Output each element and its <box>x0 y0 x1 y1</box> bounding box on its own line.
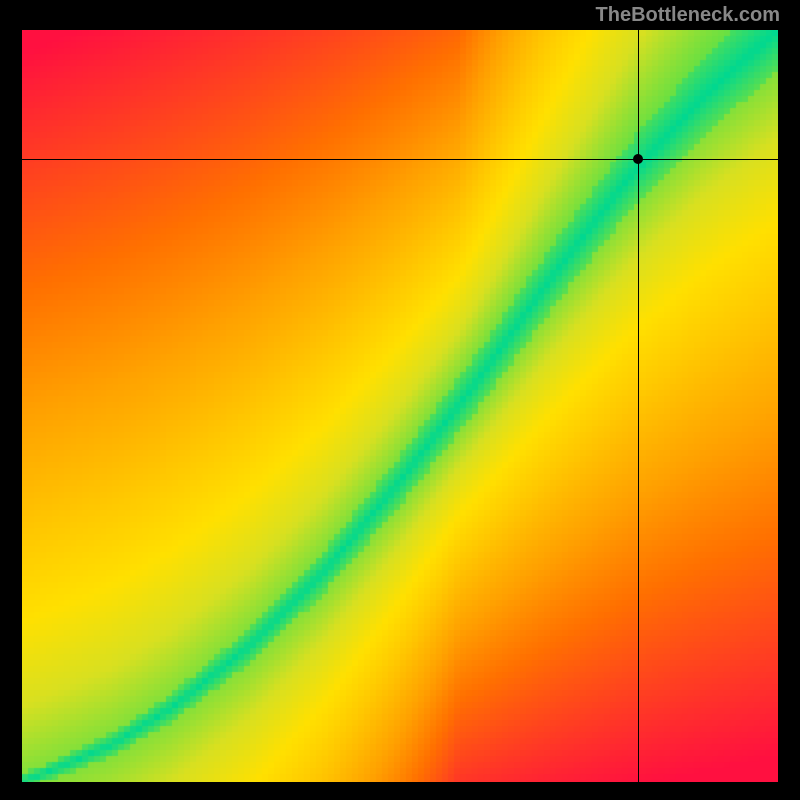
watermark-text: TheBottleneck.com <box>596 4 780 27</box>
heatmap-canvas <box>22 30 778 782</box>
marker-dot <box>633 154 643 164</box>
crosshair-horizontal <box>22 159 778 160</box>
crosshair-vertical <box>638 30 639 782</box>
chart-container: TheBottleneck.com <box>0 0 800 800</box>
heatmap-plot <box>22 30 778 782</box>
